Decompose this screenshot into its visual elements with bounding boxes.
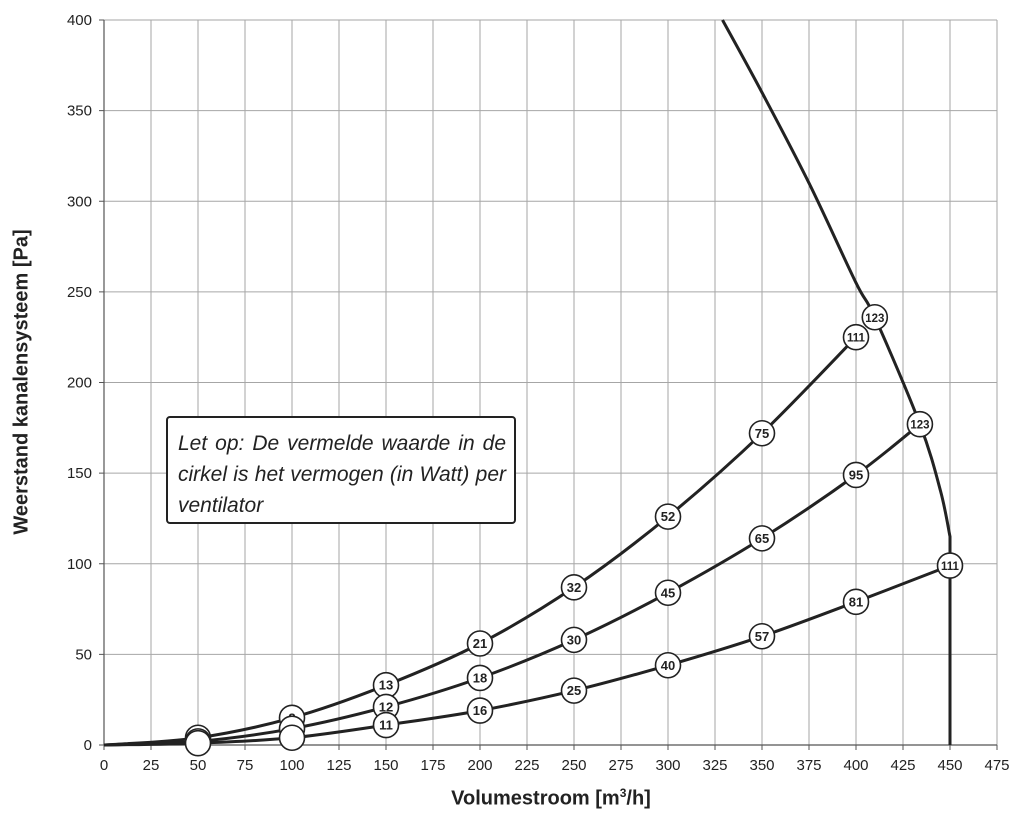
value-marker-circle — [842, 323, 870, 351]
series-line-3 — [103, 564, 951, 747]
value-marker-circle — [466, 697, 494, 724]
value-marker-label: 25 — [567, 683, 581, 698]
value-marker-circle — [466, 630, 494, 657]
value-marker-circle — [560, 574, 588, 601]
x-tick-label: 475 — [984, 757, 1009, 774]
value-marker-label: 16 — [473, 703, 487, 718]
value-marker-circle — [278, 724, 306, 752]
y-tick-label: 200 — [67, 375, 92, 392]
value-marker-label: 18 — [473, 670, 487, 685]
value-marker-label: 11 — [379, 718, 393, 733]
x-tick-label: 400 — [843, 757, 868, 774]
value-marker-circle — [654, 579, 682, 607]
x-tick-label: 375 — [796, 757, 821, 774]
x-axis-label: Volumestroom [m3/h] — [451, 786, 651, 811]
x-tick-label: 50 — [190, 757, 207, 774]
value-marker-circle — [842, 461, 870, 489]
series-line-2 — [103, 423, 921, 747]
value-marker-circle — [372, 711, 400, 739]
value-marker-circle — [748, 525, 776, 552]
value-marker-circle — [466, 664, 494, 692]
value-marker-label: 75 — [755, 426, 769, 441]
x-tick-label: 75 — [237, 757, 254, 774]
annotation-note: Let op: De vermelde waarde in de cirkel … — [166, 416, 516, 524]
y-tick-label: 100 — [67, 556, 92, 573]
y-axis-label: Weerstand kanalensysteem [Pa] — [10, 229, 33, 535]
value-marker-circle — [184, 729, 212, 757]
value-marker-circle — [654, 651, 682, 679]
value-marker-circle — [654, 503, 682, 530]
value-marker-circle — [861, 303, 889, 331]
value-marker-label: 111 — [941, 561, 960, 573]
x-tick-label: 425 — [890, 757, 915, 774]
value-marker-circle — [842, 588, 870, 616]
series-line-max — [721, 19, 952, 745]
y-tick-label: 50 — [75, 646, 92, 663]
x-tick-label: 250 — [561, 757, 586, 774]
value-marker-label: 123 — [910, 420, 929, 432]
value-marker-label: 65 — [755, 531, 769, 546]
value-markers: 6813213252751111218304565951231116254057… — [184, 303, 964, 757]
x-tick-label: 0 — [100, 757, 108, 774]
y-tick-label: 400 — [67, 12, 92, 29]
value-marker-label: 30 — [567, 632, 581, 647]
value-marker-label: 123 — [865, 313, 884, 325]
value-marker-circle — [748, 622, 776, 650]
y-tick-label: 0 — [84, 737, 92, 754]
x-axis-label-sup: 3 — [619, 786, 627, 800]
x-tick-label: 300 — [655, 757, 680, 774]
x-axis-label-tail: /h] — [626, 787, 651, 810]
series-lines — [103, 19, 952, 747]
value-marker-circle — [748, 419, 776, 447]
value-marker-label: 57 — [755, 629, 769, 644]
x-tick-label: 25 — [143, 757, 160, 774]
value-marker-label: 40 — [661, 658, 675, 673]
value-marker-label: 52 — [661, 509, 675, 524]
value-marker-label: 21 — [473, 636, 487, 651]
x-tick-label: 225 — [514, 757, 539, 774]
y-tick-label: 250 — [67, 284, 92, 301]
value-marker-label: 12 — [379, 699, 393, 714]
x-axis-label-main: Volumestroom [m — [451, 787, 620, 810]
x-tick-label: 350 — [749, 757, 774, 774]
grid — [103, 19, 998, 746]
value-marker-circle — [906, 410, 934, 438]
value-marker-circle — [560, 677, 588, 704]
axes — [99, 19, 998, 750]
x-tick-label: 200 — [467, 757, 492, 774]
value-marker-label: 45 — [661, 585, 675, 600]
x-tick-label: 275 — [608, 757, 633, 774]
value-marker-label: 13 — [379, 678, 393, 693]
y-tick-label: 300 — [67, 193, 92, 210]
x-tick-label: 100 — [279, 757, 304, 774]
x-tick-label: 450 — [937, 757, 962, 774]
value-marker-label: 95 — [849, 467, 863, 482]
value-marker-label: 32 — [567, 580, 581, 595]
y-tick-label: 350 — [67, 103, 92, 120]
x-tick-label: 325 — [702, 757, 727, 774]
value-marker-label: 111 — [847, 333, 866, 345]
tick-labels: 0 25 50 75 100 125 150 175 200 225 250 275 300 325 350… — [67, 12, 1010, 774]
value-marker-label: 81 — [849, 594, 863, 609]
x-tick-label: 125 — [326, 757, 351, 774]
value-marker-circle — [936, 552, 964, 579]
x-tick-label: 175 — [420, 757, 445, 774]
x-tick-label: 150 — [373, 757, 398, 774]
series-line-1 — [103, 336, 858, 747]
y-tick-label: 150 — [67, 465, 92, 482]
value-marker-circle — [560, 626, 588, 654]
